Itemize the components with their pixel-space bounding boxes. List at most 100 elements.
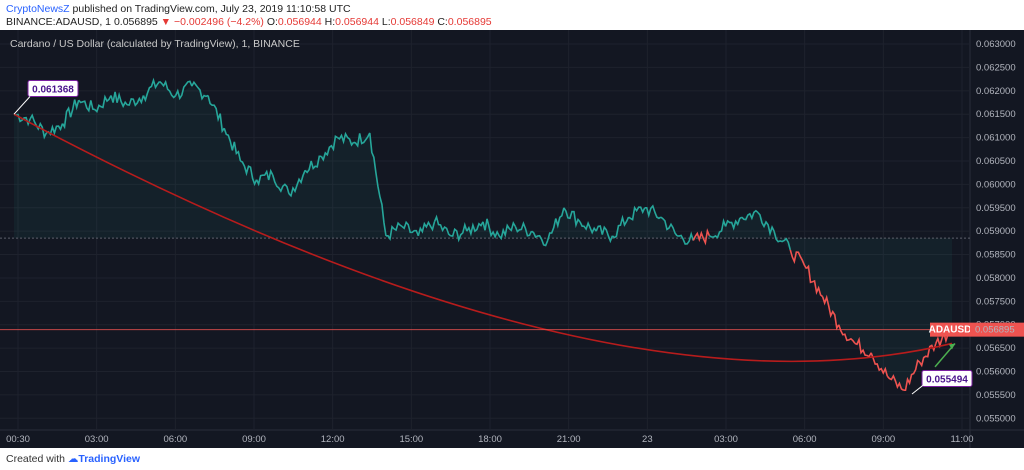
x-tick-label: 11:00 [950, 434, 973, 445]
price-segment [546, 207, 565, 241]
price-segment [433, 214, 452, 237]
open-value: 0.056944 [277, 16, 322, 28]
y-tick-label: 0.056500 [976, 343, 1016, 354]
y-tick-label: 0.055000 [976, 413, 1016, 424]
high-label: H: [324, 16, 336, 28]
price-segment [724, 216, 743, 231]
x-tick-label: 03:00 [714, 434, 738, 445]
price-segment [805, 264, 824, 298]
price-segment [174, 80, 193, 101]
price-segment [304, 155, 322, 174]
y-tick-label: 0.059000 [976, 226, 1016, 237]
author-link[interactable]: CryptoNewsZ [6, 3, 70, 15]
x-tick-label: 23 [642, 434, 653, 445]
price-segment [563, 207, 581, 229]
price-segment [660, 216, 678, 237]
price-segment [482, 218, 500, 239]
price-segment [514, 220, 533, 237]
low-label-box [921, 370, 973, 388]
price-segment [142, 77, 161, 103]
price-segment [821, 294, 840, 331]
price-segment [29, 113, 48, 140]
x-tick-label: 09:00 [871, 434, 895, 445]
price-segment [417, 220, 436, 237]
price-segment [255, 168, 274, 187]
price-segment [838, 324, 856, 344]
price-segment [337, 131, 355, 147]
y-tick-label: 0.060500 [976, 156, 1016, 167]
high-value: 0.056944 [335, 16, 379, 28]
price-segment [886, 374, 904, 391]
price-segment [78, 99, 96, 113]
high-price-label: 0.061368 [32, 84, 74, 95]
price-segment [401, 220, 420, 237]
price-segment [385, 221, 403, 241]
price-segment [595, 225, 614, 244]
x-tick-label: 15:00 [399, 434, 423, 445]
last-price: 0.056895 [113, 16, 158, 28]
y-tick-label: 0.058500 [976, 250, 1016, 261]
trend-arrowhead-icon [949, 343, 955, 350]
x-tick-label: 03:00 [85, 434, 109, 445]
footer: Created with ☁TradingView [0, 448, 1024, 470]
ohlc-line: BINANCE:ADAUSD, 1 0.056895 ▼ −0.002496 (… [6, 16, 492, 28]
price-segment [498, 220, 517, 241]
price-segment [854, 336, 872, 358]
price-segment [644, 204, 662, 220]
price-segment [709, 218, 727, 239]
price-segment [271, 174, 290, 194]
price-segment [870, 352, 889, 377]
price-segment [579, 221, 597, 235]
price-segment [450, 221, 468, 243]
tradingview-logo-icon: ☁ [67, 453, 79, 465]
price-chart[interactable]: 0.063000 0.062500 0.062000 0.061500 0.061000… [0, 30, 1024, 448]
x-tick-label: 00:30 [6, 434, 30, 445]
x-tick-label: 06:00 [793, 434, 817, 445]
price-segment [757, 211, 775, 237]
current-price-badge [970, 322, 1024, 337]
y-tick-label: 0.061500 [976, 109, 1016, 120]
published-info: published on TradingView.com, July 23, 2… [72, 3, 351, 15]
price-segment [240, 160, 258, 187]
price-segment [368, 132, 387, 236]
close-value: 0.056895 [447, 16, 492, 28]
price-segment [320, 135, 338, 162]
price-segment [110, 91, 128, 109]
price-segment [741, 209, 759, 221]
price-segment [353, 132, 371, 148]
current-symbol-label: ADAUSD [929, 325, 972, 336]
chart-background [0, 30, 1024, 448]
publication-header: CryptoNewsZ published on TradingView.com… [0, 0, 1024, 30]
current-price-label: 0.056895 [975, 325, 1015, 336]
price-segment [789, 249, 808, 270]
footer-prefix: Created with [6, 453, 65, 465]
price-segment [94, 94, 112, 114]
y-tick-label: 0.059500 [976, 203, 1016, 214]
y-tick-label: 0.058000 [976, 273, 1016, 284]
price-segment [903, 359, 921, 392]
price-segment [773, 230, 792, 251]
y-tick-label: 0.062000 [976, 86, 1016, 97]
x-tick-label: 21:00 [557, 434, 581, 445]
price-segment [611, 214, 630, 239]
high-label-pointer [13, 96, 31, 115]
low-label: L: [381, 16, 391, 28]
price-segment [531, 230, 549, 247]
x-tick-label: 18:00 [478, 434, 502, 445]
publication-line: CryptoNewsZ published on TradingView.com… [6, 3, 351, 15]
high-label-box [27, 79, 79, 97]
y-tick-label: 0.062500 [976, 62, 1016, 73]
price-segment [676, 231, 695, 245]
price-segment [61, 99, 80, 130]
x-tick-label: 12:00 [321, 434, 345, 445]
price-segment [466, 221, 484, 237]
low-label-pointer [911, 384, 925, 395]
y-tick-label: 0.056000 [976, 367, 1016, 378]
low-price-label: 0.055494 [926, 375, 968, 386]
price-segment [207, 95, 225, 134]
footer-brand[interactable]: TradingView [78, 453, 141, 465]
y-tick-label: 0.057500 [976, 296, 1016, 307]
x-tick-label: 09:00 [242, 434, 266, 445]
chart-canvas[interactable]: 0.063000 0.062500 0.062000 0.061500 0.061000… [0, 30, 1024, 448]
low-value: 0.056849 [390, 16, 435, 28]
